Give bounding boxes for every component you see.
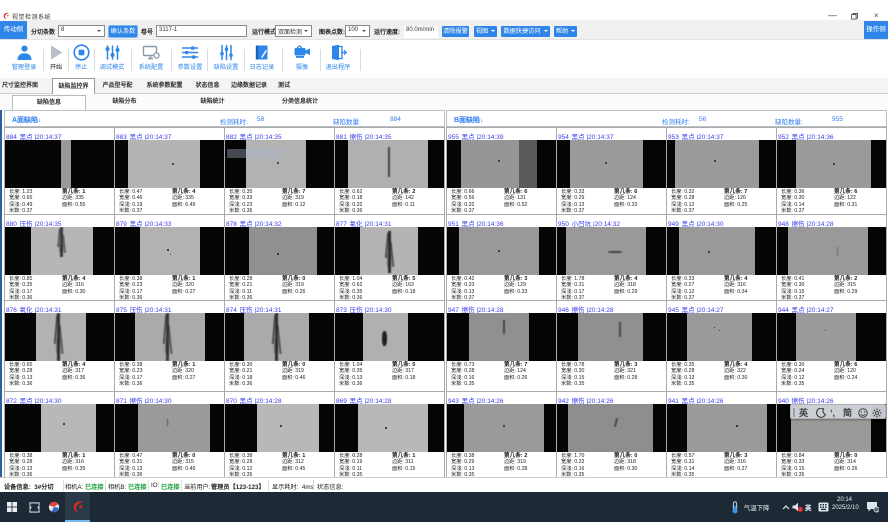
svg-text:6: 6 — [875, 507, 878, 513]
